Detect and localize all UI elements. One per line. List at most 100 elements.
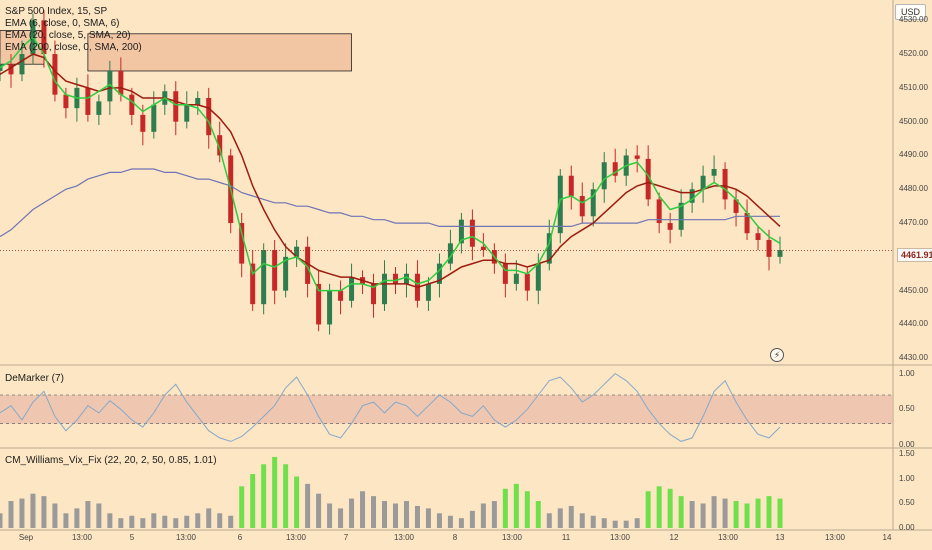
demarker-line [0,372,781,442]
vix-bar [392,503,398,528]
candle-body [700,175,706,190]
candle-body [711,168,717,176]
time-tick: 13:00 [393,533,415,542]
demarker-tick: 0.50 [899,404,915,414]
candle-body [546,233,552,264]
candle-body [777,250,783,257]
candle-body [766,239,772,257]
time-tick: 13:00 [824,533,846,542]
vix-bar [184,515,190,528]
vix-bar [546,513,552,528]
price-tick: 4450.00 [899,285,928,295]
candle-body [634,155,640,159]
ema-mid-label[interactable]: EMA (20, close, 5, SMA, 20) [5,30,131,41]
price-tick: 4510.00 [899,82,928,92]
candle-body [722,168,728,200]
candle-body [436,263,442,284]
candle-body [557,175,563,234]
currency-button[interactable]: USD [894,4,926,20]
time-tick: 5 [129,533,135,542]
vix-bar [19,498,25,528]
candle-body [151,104,157,132]
candle-body [206,98,212,136]
vix-bar [667,488,673,528]
vix-bar [777,498,783,528]
candle-body [458,219,464,244]
candle-body [601,162,607,190]
ema-fast-label[interactable]: EMA (6, close, 0, SMA, 6) [5,18,120,29]
demarker-tick: 0.00 [899,440,915,449]
current-price-label: 4461.91 [897,248,932,262]
time-tick: 11 [561,533,571,542]
vix-bar [206,508,212,528]
time-tick: 13:00 [717,533,739,542]
candle-body [118,70,124,95]
candle-body [261,250,267,305]
candle-body [41,20,47,55]
candle-body [502,263,508,284]
price-tick: 4470.00 [899,218,928,228]
vix-bar [491,501,497,528]
candle-body [283,256,289,291]
vix-tick: 1.50 [899,449,915,459]
chart-legend: S&P 500 Index, 15, SP EMA (6, close, 0, … [5,6,142,54]
vix-bar [458,518,464,528]
vix-bar [557,508,563,528]
ema-6-line [0,36,781,292]
vix-bar [8,501,14,528]
vix-bar [294,476,300,528]
vix-bar [612,520,618,528]
candle-body [733,199,739,213]
vix-bar [338,508,344,528]
candle-body [250,263,256,305]
vix-bar [30,493,36,528]
candle-body [403,273,409,284]
candle-body [129,94,135,115]
vix-bar [239,486,245,528]
candle-body [195,98,201,105]
candle-body [568,175,574,197]
vix-bar [261,464,267,528]
vix-bar [568,505,574,528]
vix-bar [0,513,3,528]
vix-bar [371,496,377,528]
vix-fix-title[interactable]: CM_Williams_Vix_Fix (22, 20, 2, 50, 0.85… [5,455,217,466]
candle-body [316,283,322,325]
vix-bar [601,518,607,528]
candle-body [524,273,530,291]
candle-body [63,94,69,109]
vix-bar [250,474,256,528]
candle-body [535,263,541,291]
vix-bar [711,496,717,528]
candle-body [85,87,91,115]
candle-body [469,219,475,247]
price-tick: 4520.00 [899,49,928,59]
vix-bar [195,513,201,528]
vix-bar [173,518,179,528]
vix-bar [700,503,706,528]
candle-body [173,91,179,122]
flash-icon[interactable]: ⚡ [770,348,784,362]
vix-bar [52,503,58,528]
vix-bar [382,501,388,528]
candle-body [107,70,113,102]
vix-bar [327,503,333,528]
vix-bar [403,501,409,528]
price-tick: 4430.00 [899,353,928,363]
candle-body [19,54,25,75]
candle-body [294,246,300,257]
price-tick: 4530.00 [899,15,928,25]
ema-slow-label[interactable]: EMA (200, close, 0, SMA, 200) [5,42,142,53]
vix-bar [140,518,146,528]
vix-bar [107,513,113,528]
demarker-title[interactable]: DeMarker (7) [5,373,64,384]
vix-bar [151,513,157,528]
vix-bar [733,501,739,528]
vix-bar [305,483,311,528]
vix-bar [678,496,684,528]
price-tick: 4490.00 [899,150,928,160]
vix-bar [349,498,355,528]
vix-bar [513,483,519,528]
candle-body [305,246,311,284]
